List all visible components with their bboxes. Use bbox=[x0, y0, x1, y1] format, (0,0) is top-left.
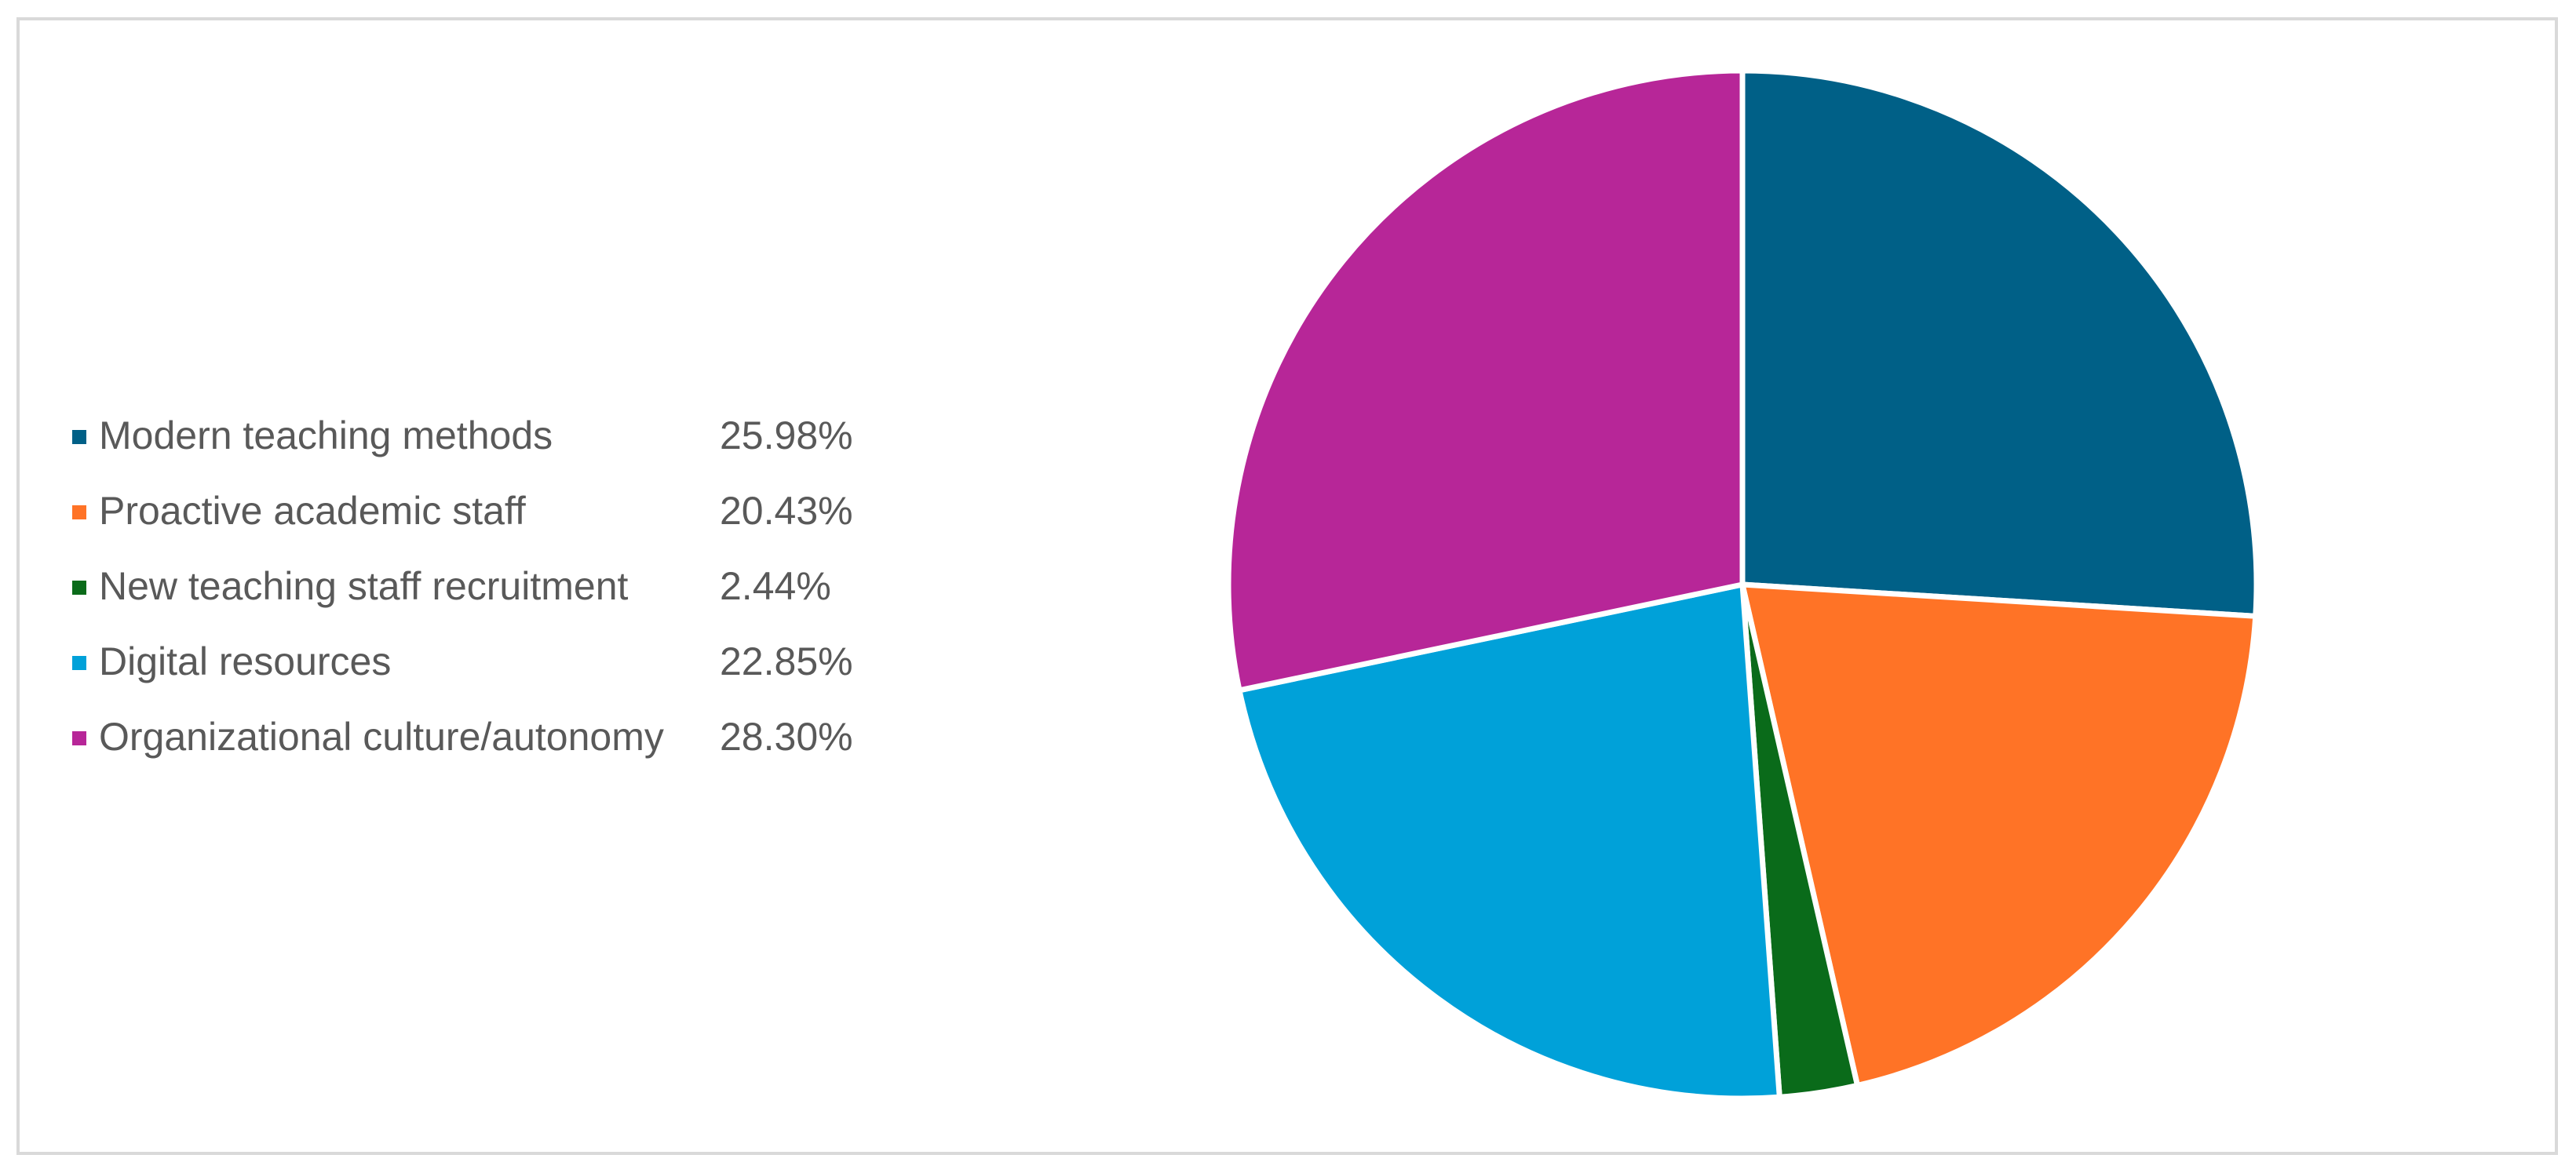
pie-chart bbox=[1225, 67, 2260, 1102]
legend-item-modern-teaching-methods: Modern teaching methods 25.98% bbox=[72, 408, 936, 483]
pie-slice-digital-resources bbox=[1236, 581, 1782, 1102]
pie-slice-organizational-culture-autonomy bbox=[1225, 67, 1746, 694]
legend-item-digital-resources: Digital resources 22.85% bbox=[72, 634, 936, 709]
legend-item-proactive-academic-staff: Proactive academic staff 20.43% bbox=[72, 483, 936, 559]
legend: Modern teaching methods 25.98% Proactive… bbox=[72, 408, 936, 785]
legend-value: 22.85% bbox=[720, 639, 853, 683]
legend-item-new-teaching-staff-recruitment: New teaching staff recruitment 2.44% bbox=[72, 559, 936, 634]
legend-value: 2.44% bbox=[720, 564, 831, 608]
legend-label: Digital resources bbox=[99, 639, 392, 683]
legend-swatch bbox=[72, 731, 86, 745]
legend-value: 28.30% bbox=[720, 715, 853, 759]
legend-item-organizational-culture-autonomy: Organizational culture/autonomy 28.30% bbox=[72, 709, 936, 785]
pie-slice-modern-teaching-methods bbox=[1739, 67, 2260, 619]
legend-swatch bbox=[72, 656, 86, 670]
legend-swatch bbox=[72, 581, 86, 595]
legend-label: Modern teaching methods bbox=[99, 413, 553, 457]
legend-value: 25.98% bbox=[720, 413, 853, 457]
pie-slice-proactive-academic-staff bbox=[1739, 581, 2259, 1088]
legend-value: 20.43% bbox=[720, 489, 853, 533]
legend-swatch bbox=[72, 505, 86, 519]
legend-label: New teaching staff recruitment bbox=[99, 564, 629, 608]
legend-swatch bbox=[72, 430, 86, 444]
legend-label: Proactive academic staff bbox=[99, 489, 526, 533]
legend-label: Organizational culture/autonomy bbox=[99, 715, 664, 759]
